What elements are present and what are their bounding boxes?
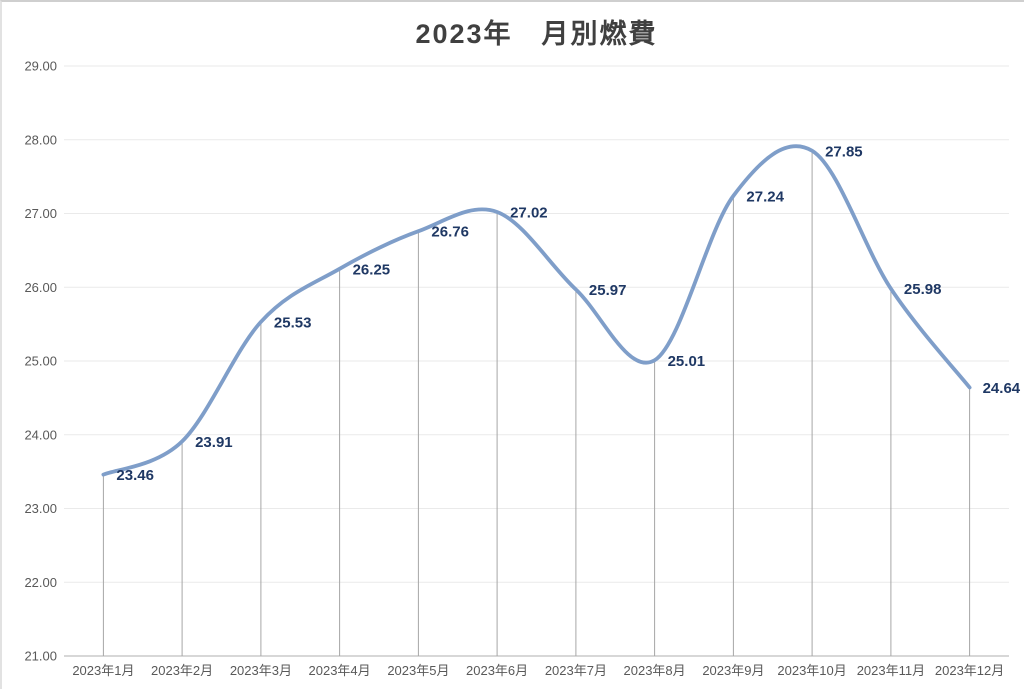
data-point-label: 23.46 (116, 467, 154, 484)
x-tick-label: 2023年4月 (309, 663, 371, 678)
data-point-label: 24.64 (983, 380, 1021, 397)
data-point-label: 25.01 (668, 353, 706, 370)
data-point-label: 25.97 (589, 282, 627, 299)
y-tick-label: 25.00 (24, 354, 57, 369)
x-tick-label: 2023年11月 (857, 663, 925, 678)
x-tick-label: 2023年7月 (545, 663, 607, 678)
x-tick-label: 2023年9月 (702, 663, 764, 678)
x-tick-label: 2023年10月 (777, 663, 846, 678)
data-point-label: 25.53 (274, 314, 312, 331)
x-tick-label: 2023年5月 (387, 663, 449, 678)
y-tick-label: 28.00 (24, 132, 57, 147)
data-point-label: 25.98 (904, 281, 942, 298)
data-point-label: 26.76 (431, 224, 469, 241)
x-tick-label: 2023年2月 (151, 663, 213, 678)
y-tick-label: 21.00 (24, 649, 57, 664)
y-tick-label: 22.00 (24, 575, 57, 590)
series-line (101, 144, 972, 477)
x-tick-label: 2023年3月 (230, 663, 292, 678)
y-tick-label: 24.00 (24, 427, 57, 442)
x-tick-label: 2023年12月 (935, 663, 1004, 678)
data-point-label: 27.85 (825, 143, 863, 160)
data-point-label: 26.25 (353, 261, 391, 278)
chart-title: 2023年 月別燃費 (415, 19, 658, 49)
y-tick-label: 26.00 (24, 280, 57, 295)
y-tick-label: 27.00 (24, 206, 57, 221)
x-tick-label: 2023年1月 (72, 663, 134, 678)
y-tick-label: 29.00 (24, 59, 57, 74)
data-point-label: 27.24 (746, 188, 784, 205)
data-point-label: 23.91 (195, 434, 233, 451)
x-tick-label: 2023年8月 (624, 663, 686, 678)
x-tick-label: 2023年6月 (466, 663, 528, 678)
data-point-label: 27.02 (510, 205, 548, 222)
y-tick-label: 23.00 (24, 501, 57, 516)
